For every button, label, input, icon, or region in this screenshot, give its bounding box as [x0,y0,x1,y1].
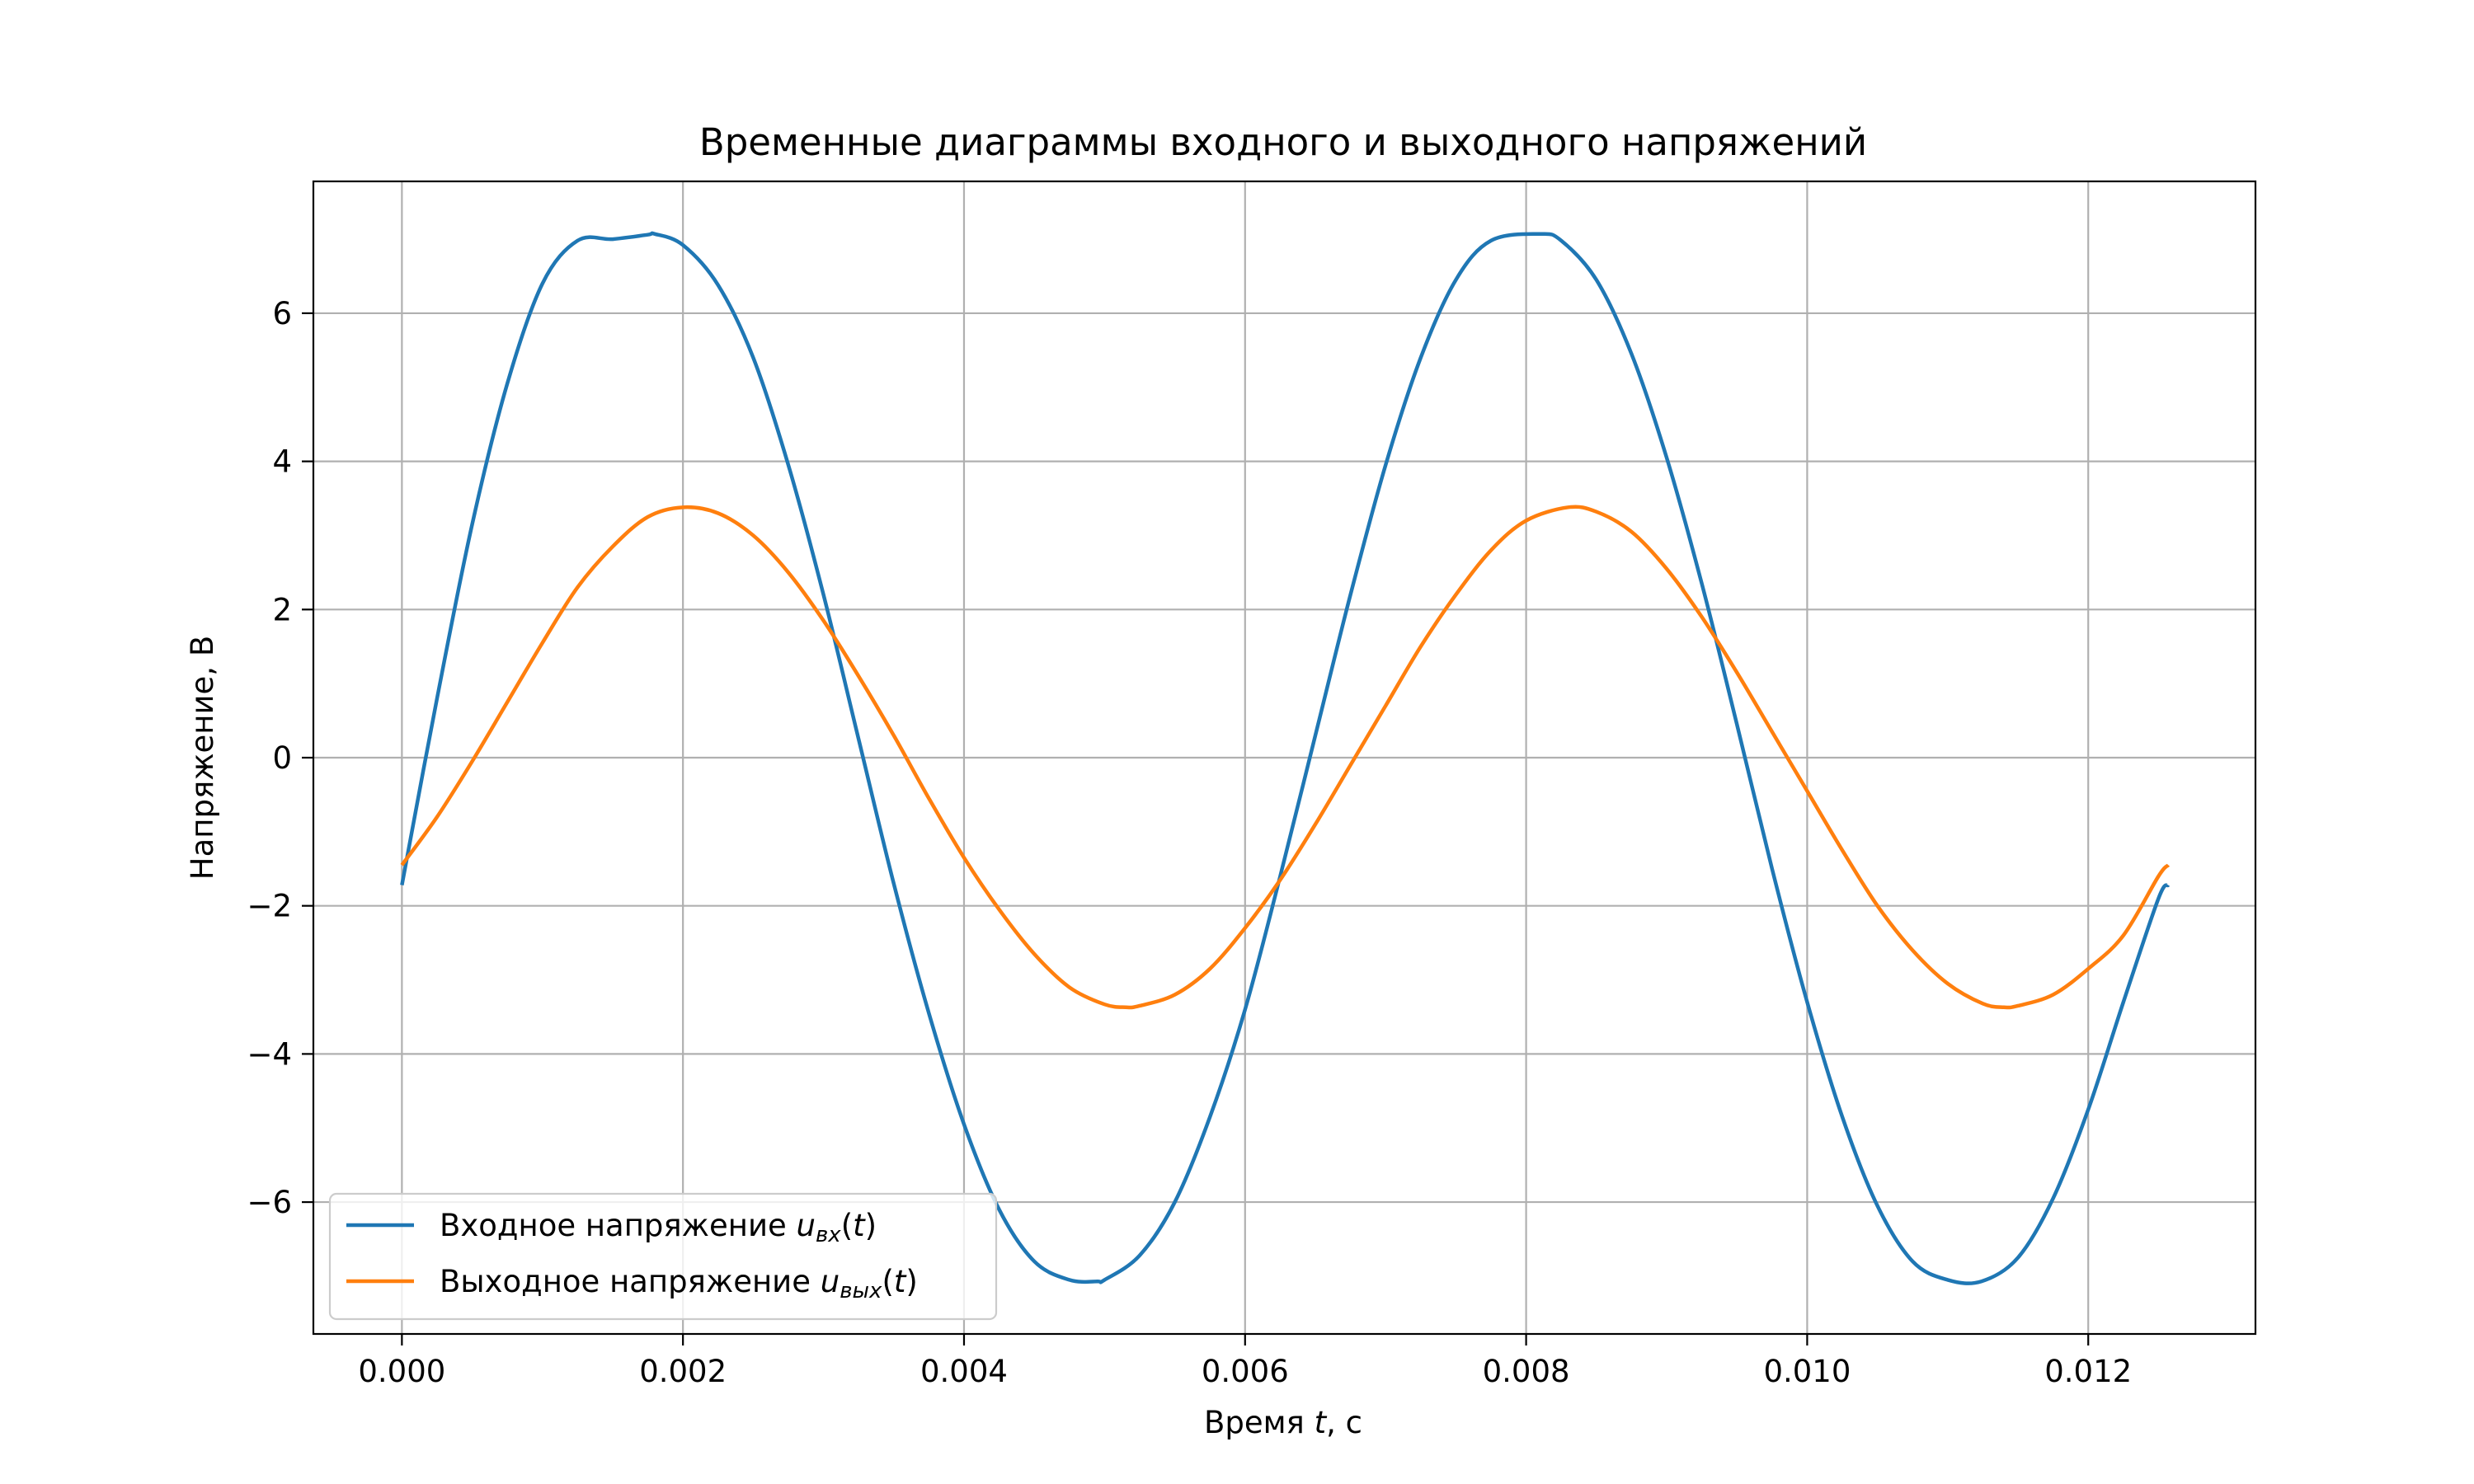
x-tick-label: 0.006 [1202,1354,1289,1389]
x-axis-label-main: Время [1204,1405,1315,1440]
x-tick-label: 0.010 [1763,1354,1851,1389]
x-axis-label: Время t, с [1204,1405,1362,1440]
x-tick-label: 0.002 [639,1354,727,1389]
chart-title: Временные диаграммы входного и выходного… [699,120,1867,164]
x-tick-label: 0.012 [2044,1354,2132,1389]
legend-entry-output-name: Выходное напряжение [440,1264,811,1299]
legend-box [328,1192,998,1321]
y-tick-label: 0 [272,740,292,776]
x-tick-label: 0.008 [1483,1354,1570,1389]
legend-entry-output-sub: вых [840,1279,882,1303]
x-tick-label: 0.000 [358,1354,445,1389]
y-tick-label: −2 [247,889,292,924]
series-input-voltage [400,231,2171,1285]
legend-entry-input-sub: вх [816,1223,841,1247]
legend-entry-input: Входное напряжение uвх(t) [440,1208,877,1247]
y-axis-label: Напряжение, В [185,636,220,880]
tick-layer: 0.000 0.002 0.004 0.006 0.008 0.010 0.012 −6 −4 −… [247,296,2132,1389]
y-tick-label: 6 [272,296,292,331]
series-layer [400,231,2171,1285]
y-tick-label: −4 [247,1036,292,1072]
y-tick-label: 2 [272,592,292,627]
grid-layer [313,181,2255,1334]
x-axis-label-var: t [1315,1405,1328,1440]
y-tick-label: −6 [247,1185,292,1220]
x-tick-label: 0.004 [920,1354,1008,1389]
y-tick-label: 4 [272,444,292,480]
legend-entry-output: Выходное напряжение uвых(t) [440,1264,918,1303]
series-output-voltage [400,505,2171,1010]
legend: Входное напряжение uвх(t) Выходное напря… [328,1192,998,1321]
legend-entry-input-name: Входное напряжение [440,1208,787,1243]
x-axis-label-unit: , с [1326,1405,1362,1440]
